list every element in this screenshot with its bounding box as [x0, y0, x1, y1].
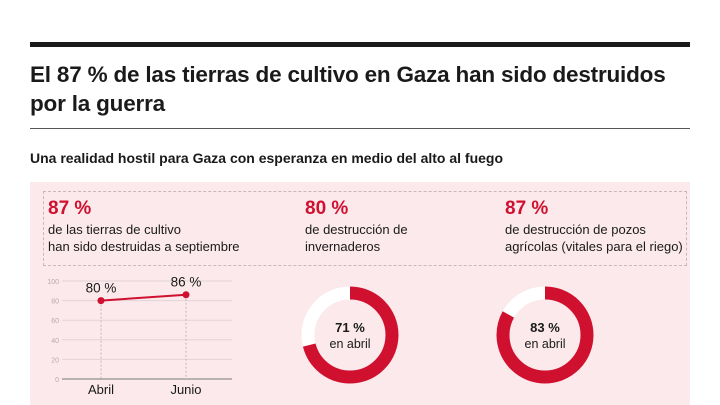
data-label: 86 % — [171, 275, 202, 290]
data-label: 80 % — [86, 281, 117, 296]
stat-desc: de las tierras de cultivo — [48, 222, 181, 237]
stat-desc: de destrucción de — [305, 222, 408, 237]
stats-box — [43, 191, 687, 266]
subtitle: Una realidad hostil para Gaza con espera… — [30, 150, 504, 166]
stat-greenhouses: 80 % de destrucción de invernaderos — [305, 198, 408, 255]
y-tick-label: 100 — [47, 279, 59, 286]
stat-desc: invernaderos — [305, 239, 381, 254]
y-tick-label: 0 — [55, 377, 59, 384]
stat-desc: de destrucción de pozos — [505, 222, 646, 237]
donut-value: 71 % — [335, 320, 365, 335]
stat-wells: 87 % de destrucción de pozos agrícolas (v… — [505, 198, 683, 255]
series-line — [100, 293, 187, 302]
donut-label-wells: 83 % en abril — [505, 319, 585, 353]
stat-cropland: 87 % de las tierras de cultivo han sido d… — [48, 198, 240, 255]
y-tick-label: 80 — [51, 299, 59, 306]
stat-value: 80 % — [305, 198, 349, 219]
data-point — [182, 291, 190, 299]
y-tick-label: 60 — [51, 318, 59, 325]
donut-wells-arc — [496, 286, 594, 384]
donut-greenhouses-arc — [301, 286, 399, 384]
stat-desc: han sido destruidas a septiembre — [48, 239, 240, 254]
donut-caption: en abril — [524, 337, 566, 351]
stat-desc: agrícolas (vitales para el riego) — [505, 239, 683, 254]
stat-value: 87 % — [48, 198, 92, 219]
page-title: El 87 % de las tierras de cultivo en Gaz… — [30, 62, 666, 116]
donut-label-greenhouses: 71 % en abril — [310, 319, 390, 353]
x-tick-label: Abril — [88, 382, 114, 397]
title-divider — [30, 128, 690, 129]
y-tick-label: 20 — [51, 357, 59, 364]
y-tick-label: 40 — [51, 338, 59, 345]
top-rule — [30, 42, 690, 47]
donut-caption: en abril — [329, 337, 371, 351]
data-point — [97, 297, 105, 305]
x-tick-label: Junio — [170, 382, 201, 397]
stat-value: 87 % — [505, 198, 549, 219]
donut-value: 83 % — [530, 320, 560, 335]
